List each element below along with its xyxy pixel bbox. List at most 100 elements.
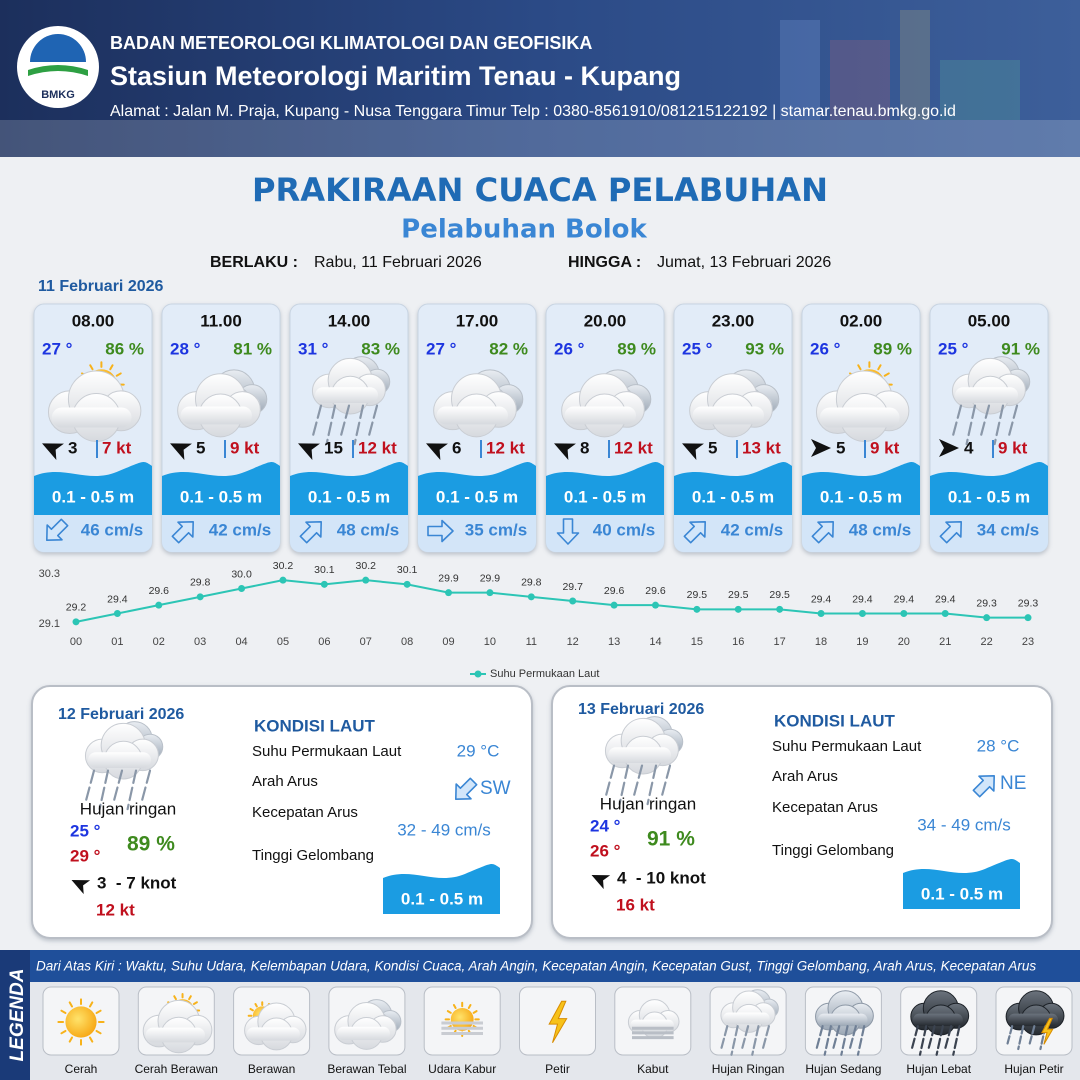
sun-ray bbox=[254, 1003, 258, 1008]
wave bbox=[674, 462, 792, 515]
page-title: PRAKIRAAN CUACA PELABUHAN bbox=[252, 171, 828, 209]
x-tick-label: 04 bbox=[235, 636, 247, 648]
sea-label: Suhu Permukaan Laut bbox=[772, 738, 922, 755]
data-label: 29.3 bbox=[976, 597, 997, 609]
x-tick-label: 02 bbox=[153, 636, 165, 648]
humidity: 89 % bbox=[617, 339, 656, 358]
data-label: 29.4 bbox=[852, 593, 873, 605]
sun-ray bbox=[95, 1029, 102, 1035]
temp-min: 25 ° bbox=[70, 821, 101, 840]
rain-drop bbox=[815, 1025, 824, 1051]
day-date: 13 Februari 2026 bbox=[578, 701, 704, 718]
rain-drop bbox=[730, 1025, 739, 1056]
deco bbox=[940, 60, 1020, 140]
sun-ray bbox=[857, 364, 862, 371]
day-condition: Hujan ringan bbox=[600, 794, 696, 813]
sun-ray bbox=[60, 1009, 67, 1015]
data-point bbox=[238, 585, 246, 592]
cloud-part bbox=[817, 1013, 868, 1027]
x-tick-label: 00 bbox=[70, 636, 82, 648]
sun-ray bbox=[188, 995, 192, 1001]
sun bbox=[450, 1007, 474, 1031]
wind-direction-arrow bbox=[682, 443, 704, 460]
data-point bbox=[569, 597, 577, 605]
rain-drop bbox=[632, 764, 644, 799]
x-tick-label: 12 bbox=[567, 636, 579, 648]
air-temperature: 25 ° bbox=[682, 339, 713, 358]
cloud-part bbox=[51, 407, 132, 428]
rain-drop bbox=[325, 404, 337, 446]
current-direction-arrow bbox=[811, 521, 834, 544]
weather-icon bbox=[311, 356, 391, 446]
data-label: 30.0 bbox=[231, 568, 252, 580]
x-tick-label: 14 bbox=[649, 636, 661, 648]
data-label: 29.2 bbox=[66, 602, 87, 614]
header-band bbox=[0, 0, 1080, 157]
time: 20.00 bbox=[584, 311, 627, 330]
data-point bbox=[362, 576, 370, 584]
legend-item: Berawan bbox=[248, 1062, 295, 1076]
weather-icon bbox=[84, 721, 164, 811]
sun-ray bbox=[115, 372, 122, 377]
rain-drop bbox=[1007, 404, 1019, 439]
legend-item: Hujan Ringan bbox=[712, 1062, 785, 1076]
sea-current-direction: SW bbox=[480, 778, 511, 799]
sea-wave-height: 0.1 - 0.5 m bbox=[921, 884, 1003, 903]
rain-drop bbox=[1017, 1025, 1025, 1051]
data-point bbox=[817, 610, 825, 617]
sun-ray bbox=[68, 1036, 74, 1043]
day-condition: Hujan ringan bbox=[80, 799, 176, 818]
legend-item: Kabut bbox=[637, 1062, 669, 1076]
cloud-part bbox=[315, 387, 379, 403]
data-label: 29.5 bbox=[687, 589, 708, 601]
data-label: 30.2 bbox=[273, 560, 294, 572]
current-speed: 40 cm/s bbox=[593, 520, 655, 539]
wave-height: 0.1 - 0.5 m bbox=[436, 487, 518, 506]
data-label: 30.1 bbox=[397, 564, 418, 576]
wind-speed: 6 bbox=[452, 438, 461, 457]
y-tick-label: 30.3 bbox=[39, 568, 60, 580]
current-direction-arrow bbox=[427, 519, 454, 543]
data-label: 29.8 bbox=[190, 577, 211, 589]
cloud-part bbox=[336, 1026, 390, 1041]
wind-direction-arrow bbox=[298, 443, 320, 460]
air-temperature: 26 ° bbox=[810, 339, 841, 358]
sea-label: Tinggi Gelombang bbox=[772, 842, 894, 859]
sun-ray bbox=[173, 995, 177, 1001]
day-humidity: 91 % bbox=[647, 828, 695, 851]
data-label: 29.4 bbox=[935, 593, 956, 605]
sea-current-speed: 32 - 49 cm/s bbox=[397, 820, 491, 839]
data-label: 29.4 bbox=[811, 593, 832, 605]
logo-text: BMKG bbox=[41, 89, 75, 101]
weather-icon bbox=[815, 361, 910, 442]
data-label: 29.9 bbox=[480, 572, 501, 584]
station-name: Stasiun Meteorologi Maritim Tenau - Kupa… bbox=[110, 61, 681, 91]
current-direction-arrow bbox=[299, 521, 322, 544]
day-humidity: 89 % bbox=[127, 833, 175, 856]
sea-label: Kecepatan Arus bbox=[772, 799, 878, 816]
sun-ray bbox=[68, 1001, 74, 1008]
gust-speed: 7 kt bbox=[102, 438, 132, 457]
legend-description-band bbox=[30, 950, 1080, 982]
data-label: 29.4 bbox=[894, 593, 915, 605]
data-point bbox=[651, 601, 659, 609]
day-gust: 12 kt bbox=[96, 900, 135, 919]
sun-ray bbox=[192, 1001, 198, 1005]
cloud-part bbox=[955, 387, 1019, 403]
humidity: 89 % bbox=[873, 339, 912, 358]
data-label: 29.5 bbox=[728, 589, 749, 601]
data-point bbox=[1024, 614, 1032, 622]
air-temperature: 28 ° bbox=[170, 339, 201, 358]
current-row bbox=[34, 505, 152, 552]
sun-ray bbox=[249, 1007, 254, 1012]
time: 05.00 bbox=[968, 311, 1011, 330]
legend-title: LEGENDA bbox=[7, 969, 28, 1062]
rain-drop bbox=[740, 1025, 750, 1051]
x-tick-label: 15 bbox=[691, 636, 703, 648]
wave-height: 0.1 - 0.5 m bbox=[52, 487, 134, 506]
wave bbox=[162, 462, 280, 515]
rain-drop bbox=[112, 769, 124, 804]
sun-ray bbox=[60, 1029, 67, 1035]
humidity: 83 % bbox=[361, 339, 400, 358]
rain-drop bbox=[719, 1025, 729, 1051]
